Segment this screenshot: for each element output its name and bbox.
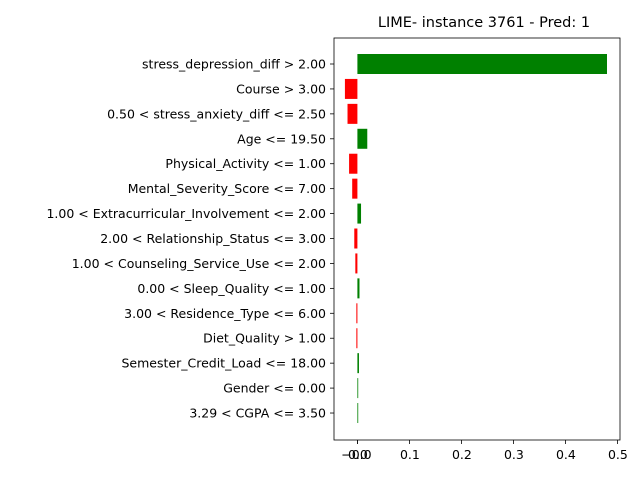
y-tick-label-11: 3.00 < Residence_Type <= 6.00 <box>124 306 326 321</box>
y-tick-label-3: 0.50 < stress_anxiety_diff <= 2.50 <box>107 106 326 121</box>
bar-3 <box>347 103 358 124</box>
y-tick-label-15: 3.29 < CGPA <= 3.50 <box>189 406 326 421</box>
bar-9 <box>355 253 358 274</box>
y-tick-label-9: 1.00 < Counseling_Service_Use <= 2.00 <box>72 256 326 271</box>
plot-area: stress_depression_diff > 2.00 Course > 3.… <box>46 37 628 462</box>
y-tick-label-10: 0.00 < Sleep_Quality <= 1.00 <box>137 281 326 296</box>
y-tick-label-1: stress_depression_diff > 2.00 <box>142 57 326 72</box>
chart-title: LIME- instance 3761 - Pred: 1 <box>378 15 590 31</box>
bar-6 <box>352 178 358 199</box>
axes-frame <box>333 37 621 441</box>
bar-4 <box>357 128 368 149</box>
bar-11 <box>356 303 358 324</box>
x-tick-label-0: −0.0 <box>341 447 371 462</box>
y-tick-label-7: 1.00 < Extracurricular_Involvement <= 2.… <box>46 206 326 221</box>
x-tick-label-6: 0.5 <box>608 447 628 462</box>
bar-15 <box>357 403 359 424</box>
y-tick-label-14: Gender <= 0.00 <box>223 381 326 396</box>
bar-7 <box>357 203 362 224</box>
y-tick-label-6: Mental_Severity_Score <= 7.00 <box>128 181 326 196</box>
y-tick-label-8: 2.00 < Relationship_Status <= 3.00 <box>100 231 326 246</box>
bar-5 <box>349 153 358 174</box>
bar-2 <box>344 78 358 99</box>
bar-14 <box>357 378 359 399</box>
y-tick-label-4: Age <= 19.50 <box>237 131 326 146</box>
x-tick-label-1: 0.0 <box>348 447 368 462</box>
y-tick-label-2: Course > 3.00 <box>236 81 326 96</box>
bar-10 <box>357 278 360 299</box>
x-tick-label-3: 0.2 <box>452 447 472 462</box>
y-tick-label-13: Semester_Credit_Load <= 18.00 <box>122 356 327 371</box>
y-tick-label-12: Diet_Quality > 1.00 <box>203 331 326 346</box>
x-tick-label-5: 0.4 <box>556 447 576 462</box>
bar-1 <box>357 54 607 74</box>
y-tick-label-5: Physical_Activity <= 1.00 <box>165 156 326 171</box>
x-tick-label-4: 0.3 <box>504 447 524 462</box>
bar-8 <box>354 228 358 249</box>
bar-13 <box>357 353 359 374</box>
bar-12 <box>356 328 358 349</box>
x-tick-label-2: 0.1 <box>400 447 420 462</box>
